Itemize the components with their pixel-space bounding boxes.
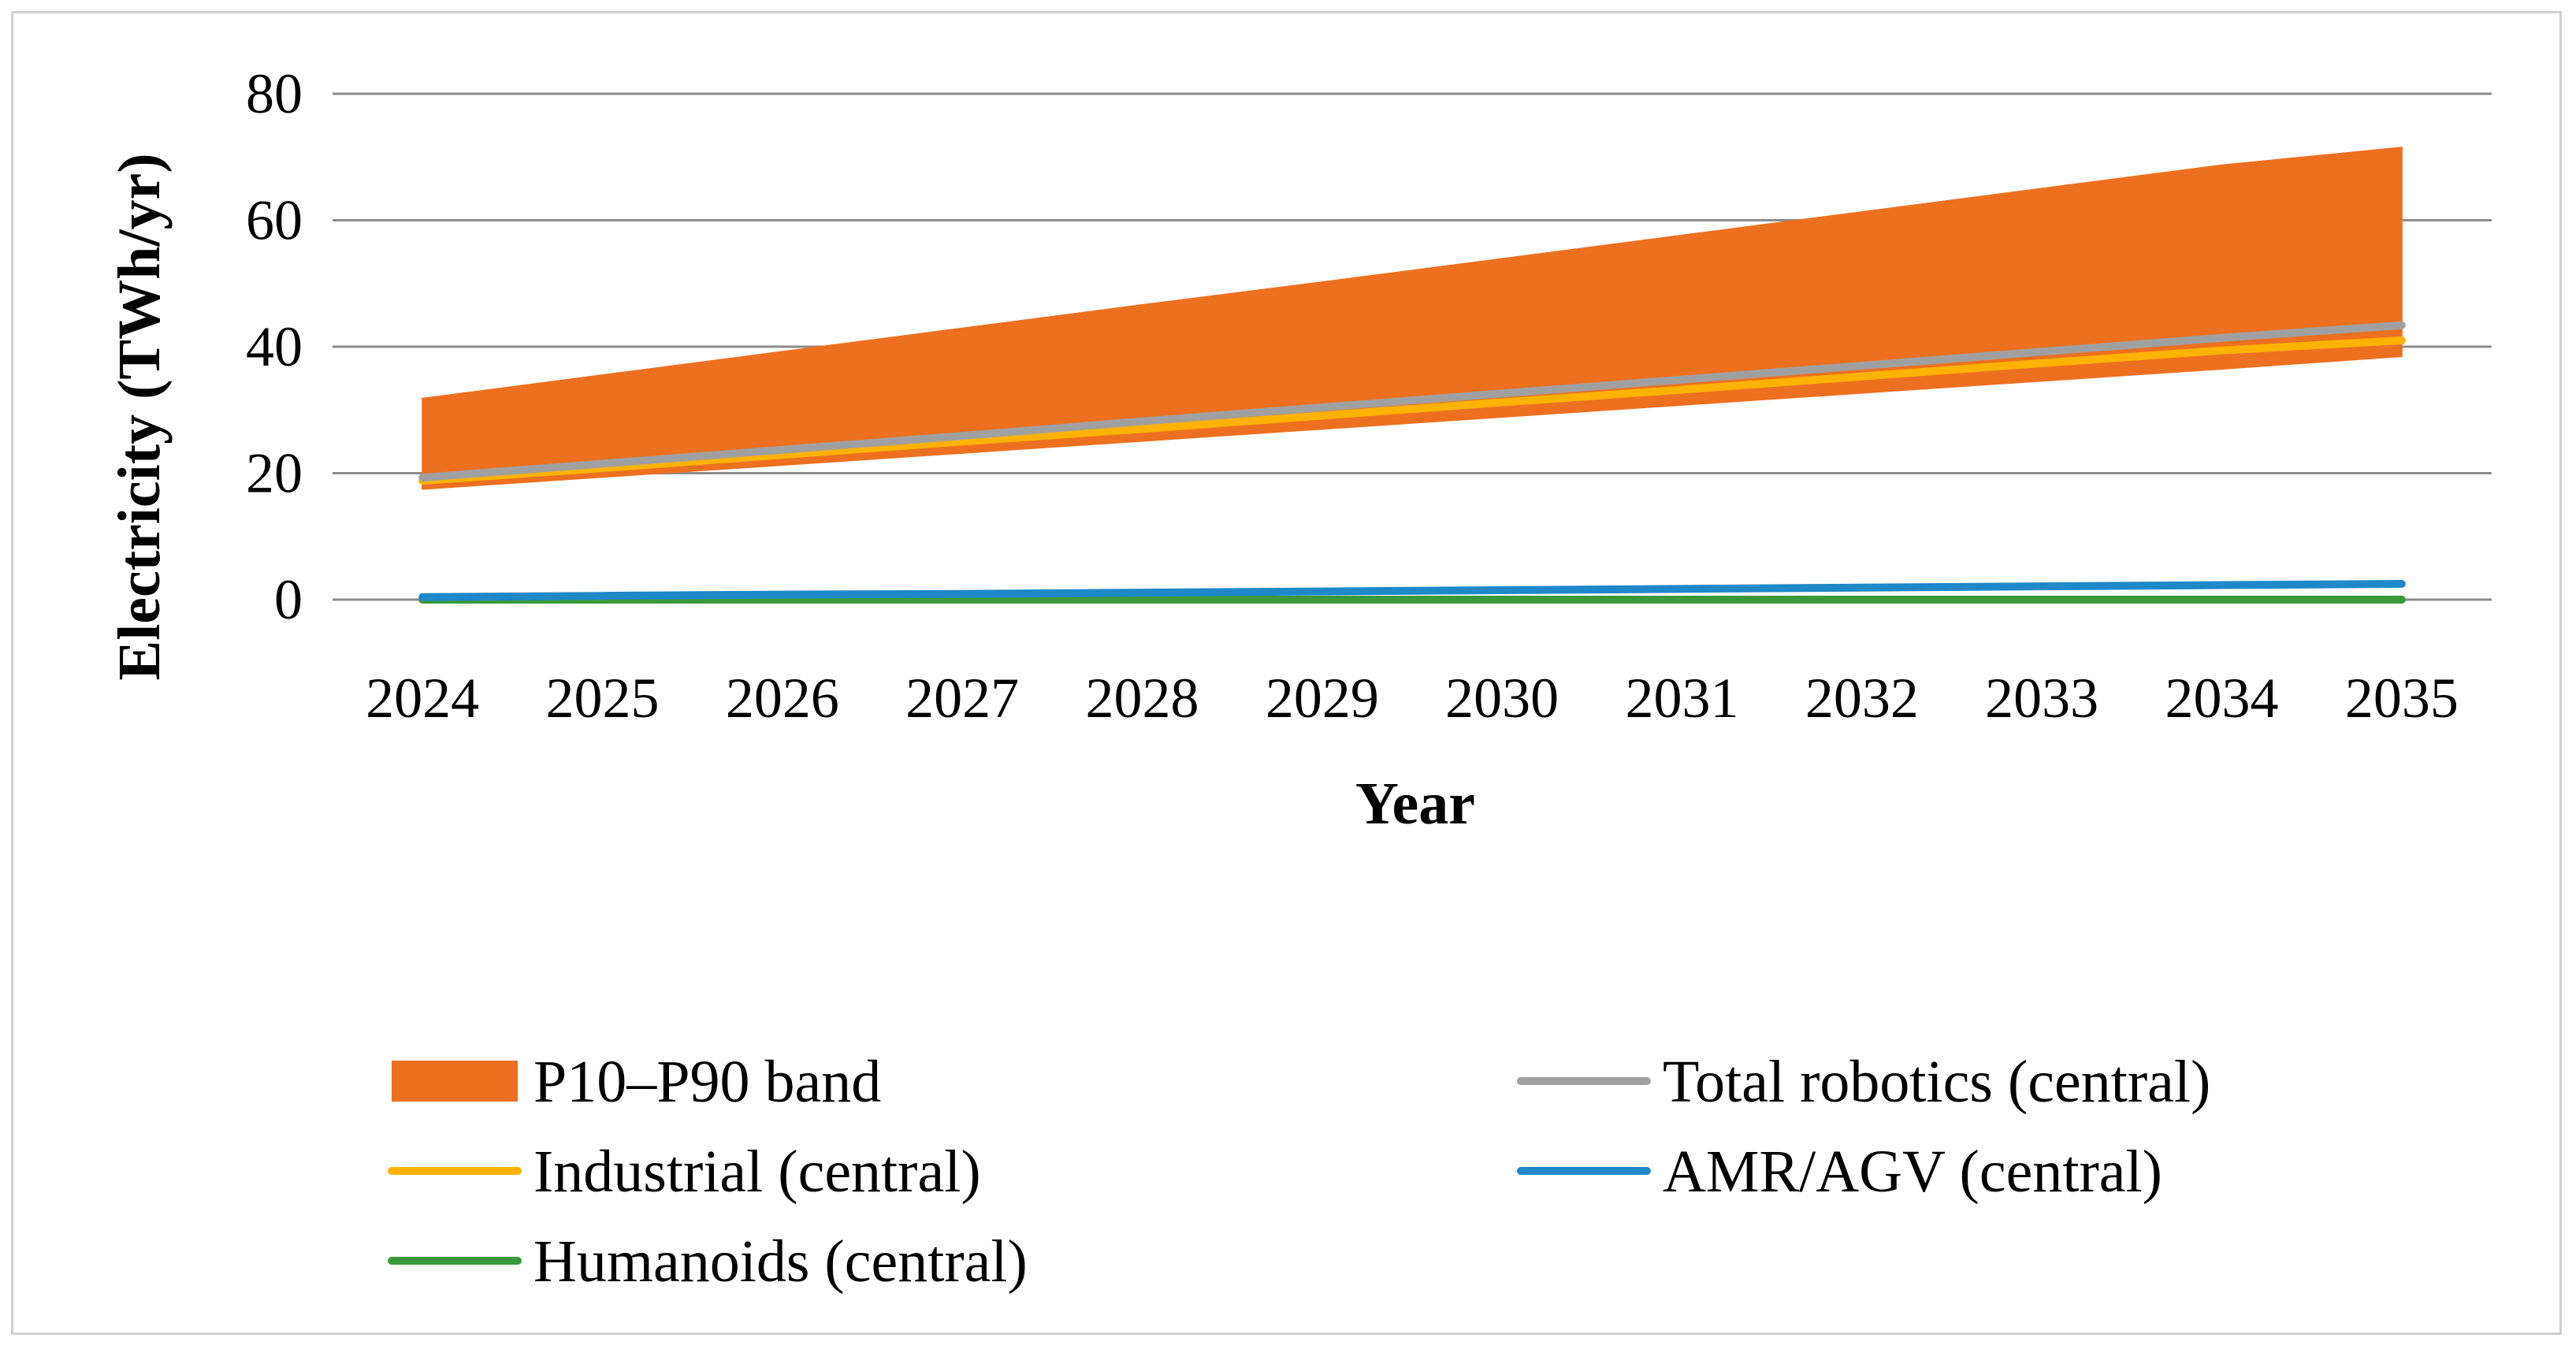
x-tick-label: 2029 [1266,667,1379,730]
legend-label-total-robotics-central: Total robotics (central) [1663,1049,2210,1115]
x-tick-label: 2026 [726,667,839,730]
x-tick-label: 2031 [1626,667,1739,730]
x-tick-label: 2032 [1805,667,1919,730]
x-tick-label: 2024 [366,667,479,730]
y-tick-label: 60 [246,189,303,252]
y-tick-label: 0 [274,568,303,631]
legend-label-amr-agv-central: AMR/AGV (central) [1663,1139,2162,1205]
legend-swatch-p10-p90-band [392,1061,518,1102]
legend-label-p10-p90-band: P10–P90 band [533,1049,881,1115]
x-axis-title: Year [1355,771,1475,837]
x-tick-label: 2027 [905,667,1019,730]
y-tick-label: 20 [246,442,303,505]
series-line-total-robotics-central [418,321,2406,482]
series-line-industrial-central [418,336,2406,485]
y-tick-label: 80 [246,62,303,125]
x-tick-label: 2025 [546,667,660,730]
x-tick-label: 2034 [2165,667,2279,730]
x-tick-label: 2035 [2345,667,2459,730]
p10-p90-band-area [422,147,2403,490]
y-axis-title: Electricity (TWh/yr) [106,153,173,680]
legend-label-humanoids-central: Humanoids (central) [533,1228,1028,1295]
x-tick-label: 2028 [1086,667,1199,730]
y-tick-label: 40 [246,315,303,378]
series-line-amr-agv-central [418,579,2406,601]
x-tick-label: 2030 [1445,667,1559,730]
legend-label-industrial-central: Industrial (central) [533,1139,981,1205]
x-tick-label: 2033 [1985,667,2098,730]
